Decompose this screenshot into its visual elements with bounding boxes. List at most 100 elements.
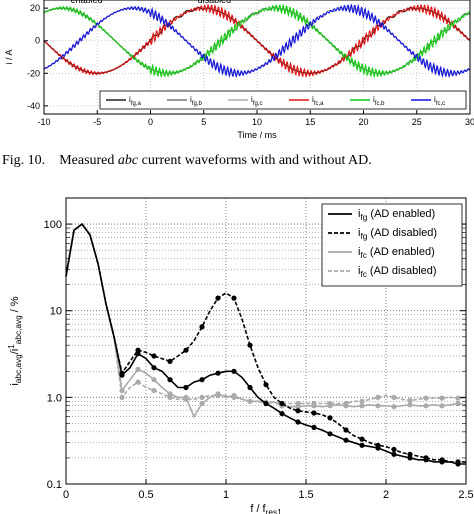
series-marker: [199, 377, 205, 383]
y-tick-label: 0: [35, 36, 40, 46]
series-marker: [423, 403, 429, 409]
x-tick-label: 25: [412, 117, 422, 127]
series-marker: [279, 411, 285, 417]
x-tick-label: 2: [383, 489, 389, 501]
series-marker: [391, 404, 397, 410]
series-marker: [295, 419, 301, 425]
series-marker: [119, 394, 125, 400]
x-tick-label: 0.5: [138, 489, 153, 501]
waveform-chart: 20 0 -20 -40 -10 -5 0 5 10 15 20 25 30 i / A Time / ms…: [4, 0, 474, 140]
series-marker: [327, 400, 333, 407]
y-tick-label: 100: [44, 219, 62, 231]
series-marker: [343, 400, 349, 407]
annotation-enabled: enabled: [71, 0, 103, 5]
series-marker: [423, 395, 429, 401]
plot-frame: [65, 197, 467, 485]
series-marker: [215, 370, 221, 376]
legend-label: ifc,c: [434, 95, 445, 107]
x-tick-label: -5: [93, 117, 101, 127]
x-tick-label: 0: [148, 117, 153, 127]
series-line-i-fc-b: [44, 3, 470, 79]
series-marker: [311, 424, 317, 430]
series-marker: [439, 403, 445, 409]
series-marker: [359, 403, 365, 409]
x-tick-label: 2.5: [458, 489, 473, 501]
series-marker: [455, 400, 461, 407]
series-marker: [263, 382, 269, 388]
series-marker: [295, 400, 301, 407]
x-tick-label: 30: [465, 117, 474, 127]
series-marker: [359, 436, 365, 442]
series-marker: [375, 394, 381, 400]
series-line-i-fc-c: [44, 3, 470, 78]
legend-label: ifc,a: [312, 95, 324, 107]
series-marker: [343, 427, 349, 433]
series-marker: [439, 459, 445, 465]
x-axis-label: Time / ms: [237, 130, 277, 140]
series-marker: [183, 384, 189, 391]
series-marker: [391, 451, 397, 457]
series-marker: [183, 396, 189, 402]
series-marker: [215, 392, 221, 399]
series-marker: [407, 455, 413, 461]
series-marker: [183, 347, 189, 353]
series-marker: [151, 387, 157, 394]
series-marker: [151, 365, 157, 371]
x-tick-label: 5: [201, 117, 206, 127]
series-marker: [391, 446, 397, 453]
caption-label: Fig. 10.: [2, 153, 46, 168]
legend-label: ifc (AD disabled): [358, 265, 437, 279]
series-marker: [455, 395, 461, 401]
series-marker: [279, 400, 285, 407]
series-marker: [135, 366, 141, 372]
series-marker: [167, 358, 173, 364]
x-tick-label: 20: [358, 117, 368, 127]
y-tick-label: 1.0: [47, 392, 62, 404]
series-marker: [407, 402, 413, 408]
series-marker: [455, 461, 461, 467]
series-marker: [151, 377, 157, 383]
legend-label: ifc (AD enabled): [358, 246, 435, 260]
series-marker: [119, 372, 125, 378]
x-tick-label: 15: [305, 117, 315, 127]
series-marker: [215, 295, 221, 301]
x-axis-label: f / fres1: [250, 503, 282, 514]
legend-label: ifg (AD disabled): [358, 227, 437, 241]
series-marker: [231, 368, 237, 374]
series-marker: [167, 394, 173, 400]
legend-label: ifg,c: [251, 95, 262, 107]
series-line-1: [65, 222, 466, 463]
series-marker: [199, 400, 205, 407]
y-tick-label: -40: [27, 101, 40, 111]
series-marker: [231, 394, 237, 400]
series-marker: [263, 400, 269, 407]
series-marker: [199, 394, 205, 400]
series-marker: [375, 403, 381, 409]
waveform-group: [44, 3, 470, 79]
caption-text-after: current waveforms with and without AD.: [138, 153, 372, 168]
y-tick-label: 20: [30, 3, 40, 13]
series-marker: [359, 398, 365, 404]
series-marker: [167, 377, 173, 383]
x-tick-label: 10: [252, 117, 262, 127]
series-marker: [391, 394, 397, 400]
series-marker: [407, 451, 413, 457]
y-axis-label: i / A: [4, 49, 14, 64]
legend-label: ifg,b: [190, 95, 202, 107]
x-tick-label: 1: [223, 489, 229, 501]
series-marker: [199, 324, 205, 330]
series-marker: [135, 351, 141, 357]
series-marker: [327, 431, 333, 437]
series-marker: [311, 400, 317, 407]
legend-label: ifg,a: [129, 95, 141, 107]
caption-italic: abc: [117, 153, 139, 168]
legend-label: ifc,b: [373, 95, 385, 107]
series-marker: [247, 398, 253, 404]
figure-caption: Fig. 10. Measured abc current waveforms …: [2, 153, 372, 169]
caption-text-before: Measured: [59, 153, 118, 168]
series-marker: [167, 391, 173, 397]
x-tick-label: 0: [63, 489, 69, 501]
series-marker: [295, 408, 301, 414]
series-marker: [247, 384, 253, 391]
